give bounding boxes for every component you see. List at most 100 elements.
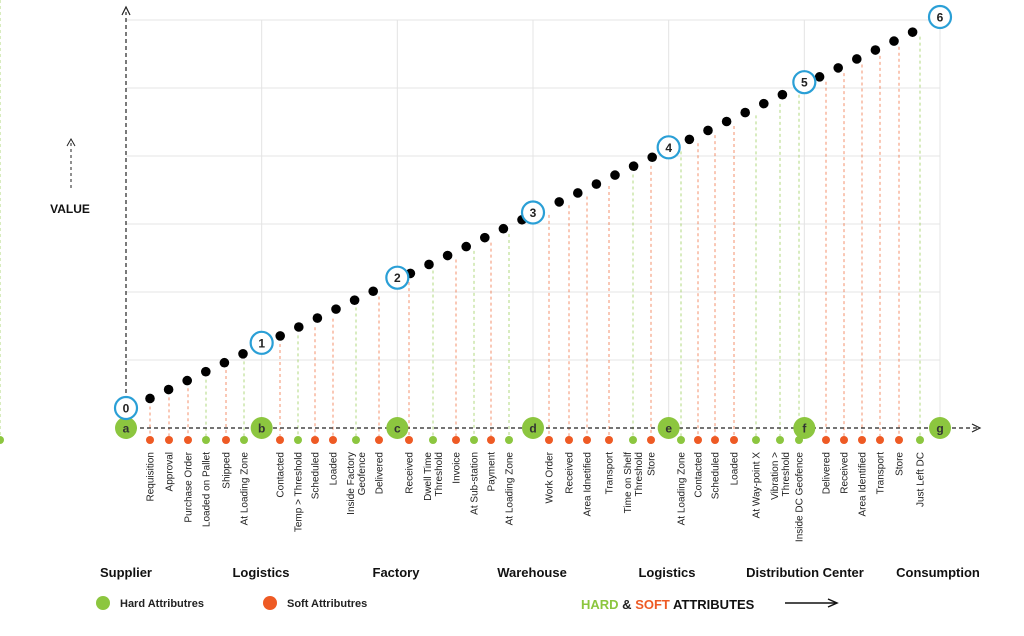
attributes-word: ATTRIBUTES (670, 597, 755, 612)
attribute-label-line: Scheduled (711, 452, 722, 499)
stage-marker-letter: e (665, 422, 672, 436)
hard-attribute-dot (429, 436, 437, 444)
hard-attribute-dot (202, 436, 210, 444)
attribute-label-line: Area Idnetified (583, 452, 594, 517)
value-curve-dot (833, 63, 843, 73)
hard-attribute-swatch (96, 596, 110, 610)
value-curve-dot (554, 197, 564, 207)
y-axis-label: VALUE (50, 202, 90, 216)
legend-soft-label: Soft Attributres (287, 598, 367, 610)
hard-attribute-dot (0, 436, 4, 444)
attribute-label-line: Payment (487, 452, 498, 492)
attribute-label: Inside DC Geofence (795, 452, 806, 542)
legend: Hard Attributres Soft Attributres (96, 596, 367, 610)
attribute-label-line: Received (405, 452, 416, 494)
value-curve-dot (778, 90, 788, 100)
attribute-label: Scheduled (311, 452, 322, 499)
attribute-label-line: Temp > Threshold (294, 452, 305, 532)
soft-attribute-dot (895, 436, 903, 444)
attribute-label: Received (565, 452, 576, 494)
value-curve-dot (368, 286, 378, 296)
attribute-label: Just Left DC (916, 452, 927, 507)
ampersand: & (619, 597, 636, 612)
attribute-label-line: Store (647, 452, 658, 476)
value-curve-dot (313, 313, 323, 323)
value-curve-dot (145, 394, 155, 404)
attribute-label: Contacted (276, 452, 287, 498)
soft-attribute-dot (329, 436, 337, 444)
attribute-label: Received (405, 452, 416, 494)
value-curve-dot (740, 108, 750, 118)
soft-attribute-dot (605, 436, 613, 444)
soft-word: SOFT (635, 597, 670, 612)
attribute-label-line: Just Left DC (916, 452, 927, 507)
attribute-label-line: Requisition (146, 452, 157, 501)
attribute-label-line: Threshold (781, 452, 792, 496)
attribute-label-line: At Sub-station (470, 452, 481, 515)
hard-attribute-dot (916, 436, 924, 444)
attribute-label: Loaded (329, 452, 340, 485)
soft-attribute-dot (276, 436, 284, 444)
attribute-label-line: Transport (605, 452, 616, 495)
attribute-label-line: Dwell Time (423, 452, 434, 501)
attribute-label: Temp > Threshold (294, 452, 305, 532)
soft-attribute-dot (452, 436, 460, 444)
stage-label: Warehouse (497, 565, 567, 580)
attribute-label: Store (895, 452, 906, 476)
attribute-label-line: Purchase Order (184, 451, 195, 522)
attribute-label-line: Inside DC Geofence (795, 452, 806, 542)
attribute-label-line: At Loading Zone (505, 452, 516, 526)
value-curve-dot (294, 322, 304, 332)
attribute-label-line: Store (895, 452, 906, 476)
attribute-label-line: At Way-point X (752, 452, 763, 519)
soft-attribute-dot (876, 436, 884, 444)
soft-attribute-dot (694, 436, 702, 444)
hard-attribute-dot (470, 436, 478, 444)
stage-marker-letter: b (258, 422, 265, 436)
attribute-label: Loaded on Pallet (202, 452, 213, 527)
milestone-value: 4 (665, 141, 672, 155)
attribute-label-line: Invoice (452, 452, 463, 484)
attribute-label-line: Geofence (357, 452, 368, 496)
attribute-label: Scheduled (711, 452, 722, 499)
soft-attribute-dot (375, 436, 383, 444)
hard-word: HARD (581, 597, 619, 612)
y-axis-label-group: VALUE (50, 139, 90, 216)
attribute-label-line: At Loading Zone (677, 452, 688, 526)
soft-attribute-dot (545, 436, 553, 444)
value-curve-dot (685, 135, 695, 145)
value-curve-dot (443, 251, 453, 261)
axes (122, 7, 980, 432)
attribute-label-line: Approval (165, 452, 176, 491)
hard-soft-title: HARD & SOFT ATTRIBUTES (581, 597, 837, 612)
attribute-label-line: Received (565, 452, 576, 494)
attribute-label: Purchase Order (184, 451, 195, 522)
attribute-label: Delivered (375, 452, 386, 494)
milestone-value: 1 (258, 336, 265, 350)
soft-attribute-dot (146, 436, 154, 444)
milestone-value: 3 (530, 206, 537, 220)
attribute-label: At Way-point X (752, 452, 763, 519)
attribute-label: Delivered (822, 452, 833, 494)
attribute-label: Vibration >Threshold (770, 452, 792, 500)
value-curve-dot (499, 224, 509, 234)
value-curve-dot (647, 152, 657, 162)
hard-attribute-dot (629, 436, 637, 444)
value-curve-dot (610, 170, 620, 180)
legend-hard-label: Hard Attributres (120, 598, 204, 610)
value-curve-dot (908, 27, 918, 37)
attribute-label: Approval (165, 452, 176, 491)
attribute-label: Transport (605, 452, 616, 495)
attribute-label: At Sub-station (470, 452, 481, 515)
value-curve-dot (703, 126, 713, 136)
value-curve-dot (852, 54, 862, 64)
attribute-label: Requisition (146, 452, 157, 501)
hard-attribute-dot (505, 436, 513, 444)
attribute-drop-lines (0, 0, 920, 436)
value-curve-dot (350, 295, 360, 305)
